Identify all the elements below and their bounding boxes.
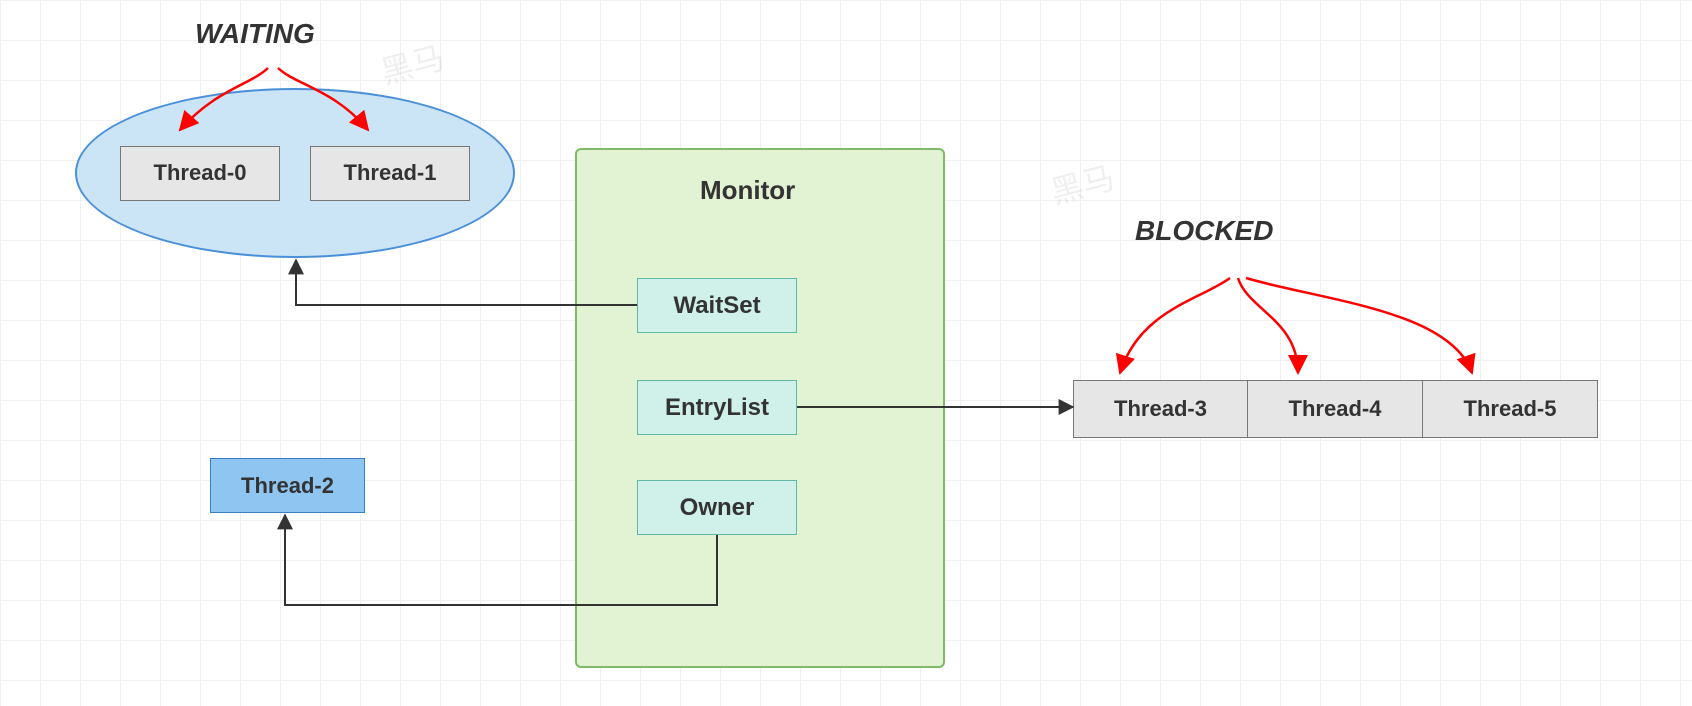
blocked-state-label: BLOCKED [1135,215,1273,247]
thread-4-box: Thread-4 [1248,380,1423,438]
thread-1-box: Thread-1 [310,146,470,201]
thread-2-box: Thread-2 [210,458,365,513]
thread-5-box: Thread-5 [1423,380,1598,438]
blocked-thread-row: Thread-3 Thread-4 Thread-5 [1073,380,1598,438]
waitset-slot: WaitSet [637,278,797,333]
monitor-title: Monitor [700,175,795,206]
owner-slot: Owner [637,480,797,535]
entrylist-slot: EntryList [637,380,797,435]
thread-3-box: Thread-3 [1073,380,1248,438]
waiting-ellipse: Thread-0 Thread-1 [75,88,515,258]
waiting-state-label: WAITING [195,18,315,50]
thread-0-box: Thread-0 [120,146,280,201]
